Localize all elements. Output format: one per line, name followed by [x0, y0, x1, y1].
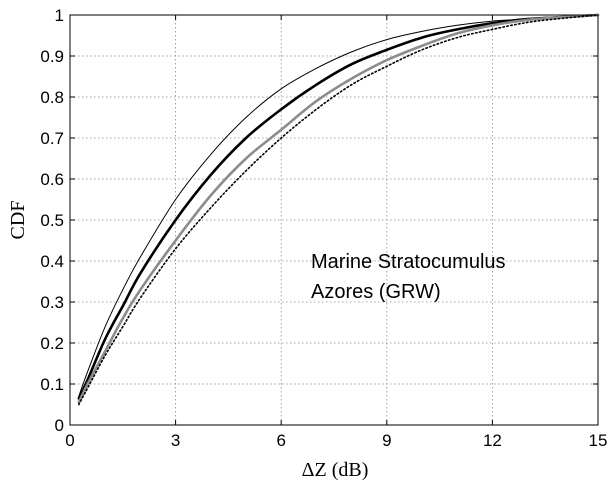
- x-axis-label: ΔZ (dB): [302, 459, 369, 481]
- y-tick-label: 0.1: [40, 375, 64, 394]
- y-tick-label: 0.7: [40, 129, 64, 148]
- series-line-1: [78, 14, 599, 397]
- tick-layer: 0 3 6 9 12 15 0 0.1 0.2 0.3 0.4 0.5 0.6 0.7 0.8 0.9 1: [40, 6, 607, 450]
- x-tick-label: 3: [171, 431, 180, 450]
- y-tick-label: 0.2: [40, 334, 64, 353]
- y-tick-label: 0.9: [40, 47, 64, 66]
- y-tick-label: 0.6: [40, 170, 64, 189]
- x-tick-label: 15: [589, 431, 608, 450]
- y-axis-label: CDF: [7, 201, 29, 240]
- y-tick-label: 1: [55, 6, 64, 25]
- annotation-line-2: Azores (GRW): [311, 281, 441, 303]
- x-tick-label: 0: [65, 431, 74, 450]
- annotation-line-1: Marine Stratocumulus: [311, 251, 506, 273]
- y-tick-label: 0.4: [40, 252, 64, 271]
- series-layer: [77, 13, 600, 406]
- x-tick-label: 6: [276, 431, 285, 450]
- series-line-3: [77, 13, 600, 404]
- y-tick-label: 0: [55, 416, 64, 435]
- y-tick-label: 0.8: [40, 88, 64, 107]
- grid-layer: [70, 15, 598, 425]
- x-tick-label: 9: [382, 431, 391, 450]
- x-tick-label: 12: [483, 431, 502, 450]
- series-line-4: [78, 14, 599, 406]
- y-tick-label: 0.3: [40, 293, 64, 312]
- series-line-2: [77, 13, 600, 400]
- y-tick-label: 0.5: [40, 211, 64, 230]
